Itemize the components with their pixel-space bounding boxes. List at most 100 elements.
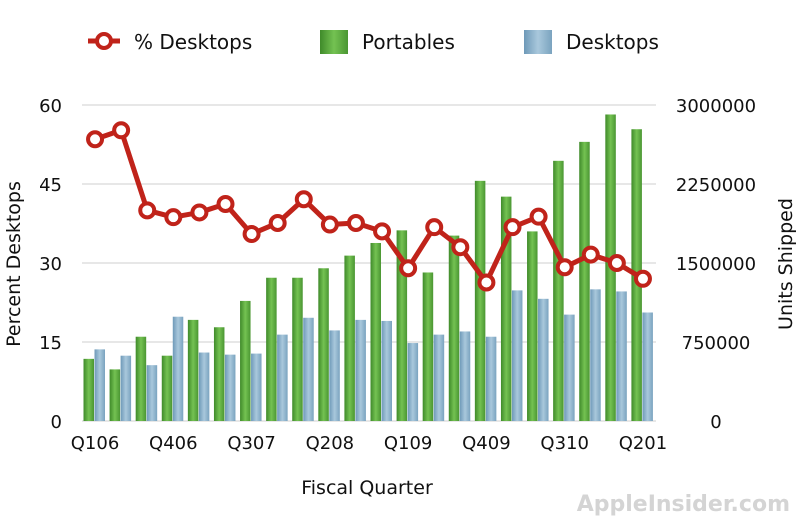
bar-desktops	[172, 316, 184, 421]
left-axis-tick-label: 15	[39, 333, 62, 354]
bar-portables	[344, 255, 355, 421]
percent-desktops-point	[164, 208, 183, 227]
bar-portables	[527, 231, 538, 421]
bar-desktops	[94, 349, 105, 421]
right-axis-tick-label: 0	[710, 412, 721, 433]
bar-desktops	[459, 331, 471, 421]
percent-desktops-point	[581, 245, 600, 264]
legend-item-desktops: Desktops	[524, 30, 659, 54]
left-axis-tick-label: 30	[39, 254, 62, 275]
percent-desktops-point	[190, 203, 209, 222]
percent-desktops-point	[607, 254, 626, 272]
bar-desktops	[120, 355, 132, 421]
x-axis-tick-label: Q307	[227, 433, 276, 454]
percent-desktops-point	[633, 269, 652, 288]
bar-portables	[109, 369, 121, 421]
bar-portables	[370, 242, 381, 421]
x-axis-title: Fiscal Quarter	[301, 477, 433, 499]
bar-desktops	[355, 319, 366, 421]
bar-desktops	[485, 336, 497, 421]
bar-desktops	[642, 312, 653, 421]
x-axis-tick-label: Q409	[462, 433, 511, 454]
watermark: AppleInsider.com	[577, 492, 790, 517]
bar-desktops	[146, 365, 158, 421]
right-axis-tick-label: 3000000	[676, 96, 756, 117]
bar-desktops	[511, 290, 523, 421]
percent-desktops-point	[425, 218, 444, 237]
bar-desktops	[381, 320, 392, 421]
percent-desktops-point	[242, 225, 261, 244]
percent-desktops-point	[451, 238, 470, 257]
percent-desktops-point	[268, 213, 287, 232]
legend-marker-swatch	[95, 32, 113, 50]
bar-portables	[500, 196, 512, 421]
legend-label-desktops: Desktops	[566, 30, 659, 54]
bar-portables	[213, 327, 225, 421]
bar-portables	[187, 319, 199, 421]
right-axis-tick-label: 2250000	[676, 175, 756, 196]
x-axis-tick-label: Q310	[540, 433, 589, 454]
legend-label-portables: Portables	[362, 30, 455, 54]
right-axis-title: Units Shipped	[775, 198, 797, 330]
left-axis-title: Percent Desktops	[3, 181, 25, 347]
percent-desktops-point	[529, 207, 548, 226]
bar-desktops	[303, 317, 314, 421]
legend-desktops-swatch	[524, 30, 552, 54]
legend-portables-swatch	[320, 30, 348, 54]
bar-portables	[240, 300, 251, 421]
x-axis-tick-label: Q208	[306, 433, 355, 454]
bar-portables	[579, 141, 590, 421]
right-axis-ticks: 0 750000 1500000 2250000 3000000	[676, 96, 756, 433]
bar-desktops	[198, 352, 210, 421]
percent-desktops-series-line	[94, 127, 645, 285]
percent-desktops-point	[477, 273, 496, 292]
percent-desktops-point	[86, 130, 105, 149]
bar-desktops	[251, 353, 262, 421]
percent-desktops-point	[216, 195, 235, 214]
bar-portables	[135, 336, 147, 421]
bar-portables	[161, 355, 173, 421]
left-axis-tick-label: 0	[51, 412, 62, 433]
x-axis-tick-label: Q201	[619, 433, 668, 454]
percent-desktops-line	[86, 121, 652, 292]
legend-item-portables: Portables	[320, 30, 455, 54]
bar-portables	[292, 277, 303, 421]
x-axis-tick-label: Q406	[149, 433, 198, 454]
bar-desktops	[590, 289, 601, 421]
right-axis-tick-label: 750000	[682, 333, 751, 354]
x-axis-tick-label: Q109	[384, 433, 433, 454]
bar-desktops	[538, 298, 549, 421]
bar-desktops	[433, 334, 445, 421]
percent-desktops-point	[555, 258, 574, 277]
bar-desktops	[407, 343, 419, 421]
legend: % Desktops Portables Desktops	[88, 30, 659, 54]
bar-desktops	[224, 354, 236, 421]
percent-desktops-point	[346, 213, 365, 232]
percent-desktops-point	[138, 201, 157, 220]
bar-portables	[318, 268, 329, 421]
percent-desktops-point	[112, 121, 131, 140]
bar-portables	[448, 235, 460, 421]
percent-desktops-point	[503, 218, 522, 237]
bar-portables	[474, 180, 486, 421]
x-axis-ticks: Q106 Q406 Q307 Q208 Q109 Q409 Q310 Q201	[71, 433, 667, 454]
x-axis-tick-label: Q106	[71, 433, 120, 454]
percent-desktops-point	[399, 259, 418, 278]
left-axis-tick-label: 45	[39, 175, 62, 196]
bar-portables	[83, 358, 94, 421]
left-axis-tick-label: 60	[39, 96, 62, 117]
percent-desktops-point	[320, 215, 339, 234]
bar-desktops	[329, 330, 340, 421]
bar-portables	[422, 272, 434, 421]
right-axis-tick-label: 1500000	[676, 254, 756, 275]
legend-item-desktops-pct: % Desktops	[88, 30, 252, 54]
bar-desktops	[277, 334, 288, 421]
bar-portables	[553, 160, 564, 421]
left-axis-ticks: 0 15 30 45 60	[39, 96, 62, 433]
bar-desktops	[616, 291, 627, 421]
bar-portables	[266, 277, 277, 421]
percent-desktops-point	[373, 222, 392, 241]
bar-desktops	[564, 314, 575, 421]
legend-label-desktops-pct: % Desktops	[134, 30, 252, 54]
